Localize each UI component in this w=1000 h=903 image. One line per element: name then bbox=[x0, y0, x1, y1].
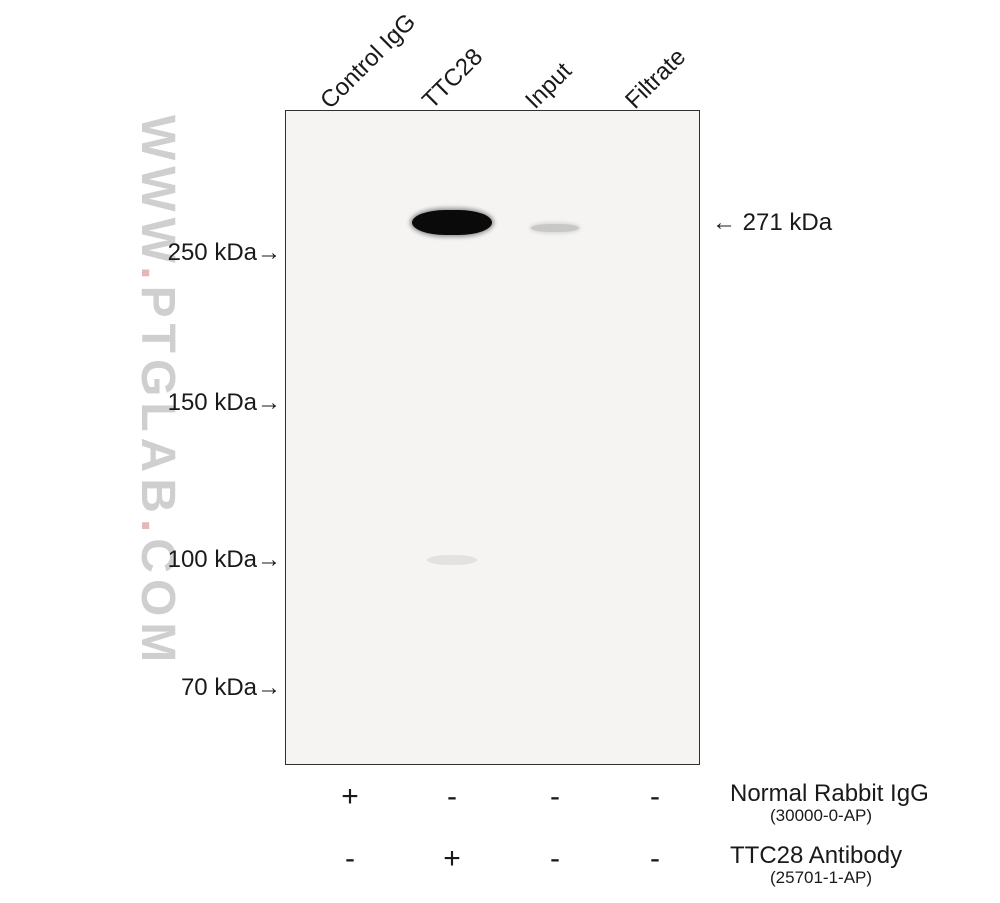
row0-lane1-mark: - bbox=[437, 780, 467, 814]
lane-label-2: Input bbox=[520, 57, 578, 115]
lane-label-3: Filtrate bbox=[620, 43, 692, 115]
row1-label: TTC28 Antibody bbox=[730, 842, 902, 870]
mw-marker-3-text: 70 kDa bbox=[181, 674, 257, 701]
band-strong-ttc28 bbox=[412, 210, 492, 235]
mw-marker-1-text: 150 kDa bbox=[168, 389, 257, 416]
row1-lane3-mark: - bbox=[640, 842, 670, 876]
row0-label: Normal Rabbit IgG bbox=[730, 780, 929, 808]
mw-marker-1-arrow: → bbox=[257, 389, 281, 416]
lane-label-1: TTC28 bbox=[417, 43, 489, 115]
row0-lane3-mark: - bbox=[640, 780, 670, 814]
figure-stage: WWW.PTGLAB.COM Control IgG TTC28 Input F… bbox=[0, 0, 1000, 903]
row0-lane0-mark: + bbox=[335, 780, 365, 814]
detected-band-label: ← 271 kDa bbox=[712, 209, 832, 237]
row0-lane2-mark: - bbox=[540, 780, 570, 814]
row1-sub: (25701-1-AP) bbox=[770, 868, 872, 888]
row0-sub: (30000-0-AP) bbox=[770, 806, 872, 826]
watermark-dot-2: . bbox=[131, 519, 184, 538]
mw-marker-0-text: 250 kDa bbox=[168, 239, 257, 266]
row1-lane2-mark: - bbox=[540, 842, 570, 876]
mw-marker-2-arrow: → bbox=[257, 546, 281, 573]
row1-lane1-mark: + bbox=[437, 842, 467, 876]
band-ghost-100kda bbox=[427, 555, 477, 565]
mw-marker-0: 250 kDa→ bbox=[168, 239, 281, 267]
mw-marker-3: 70 kDa→ bbox=[181, 674, 281, 702]
blot-membrane bbox=[285, 110, 700, 765]
detected-band-text: 271 kDa bbox=[743, 209, 832, 236]
mw-marker-2: 100 kDa→ bbox=[168, 546, 281, 574]
detected-band-arrow: ← bbox=[712, 209, 736, 236]
mw-marker-2-text: 100 kDa bbox=[168, 546, 257, 573]
watermark-dot-1: . bbox=[131, 266, 184, 285]
lane-label-0: Control IgG bbox=[315, 8, 422, 115]
row1-lane0-mark: - bbox=[335, 842, 365, 876]
mw-marker-1: 150 kDa→ bbox=[168, 389, 281, 417]
mw-marker-0-arrow: → bbox=[257, 239, 281, 266]
band-faint-input bbox=[531, 224, 579, 232]
mw-marker-3-arrow: → bbox=[257, 674, 281, 701]
